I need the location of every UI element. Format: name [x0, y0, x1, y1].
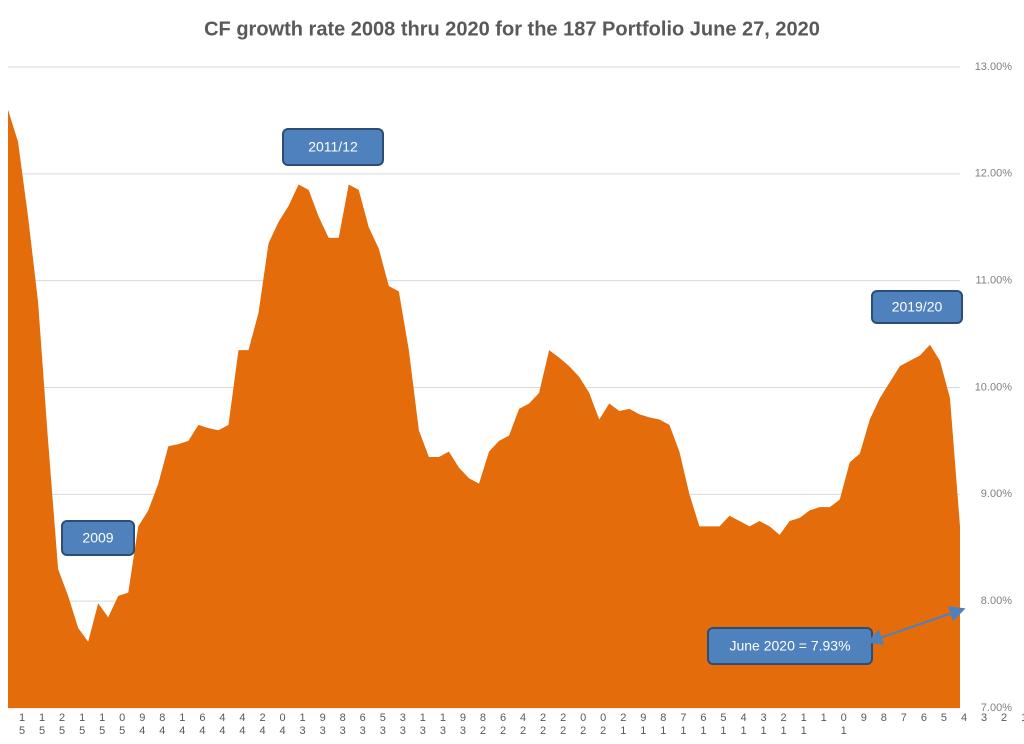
- x-tick-label: 5: [941, 712, 947, 724]
- callout-label: 2011/12: [308, 139, 358, 155]
- chart-title: CF growth rate 2008 thru 2020 for the 18…: [204, 18, 820, 40]
- x-tick-label: 7: [901, 712, 907, 724]
- x-tick-label: 1: [1021, 712, 1024, 724]
- callout-label: 2019/20: [892, 299, 943, 315]
- callout-arrow: [866, 606, 966, 645]
- x-tick-label: 4: [961, 712, 967, 724]
- y-tick-label: 12.00%: [975, 168, 1013, 180]
- y-tick-label: 7.00%: [981, 702, 1012, 714]
- callout-label: 2009: [82, 530, 113, 546]
- callout-box: [871, 290, 963, 324]
- callout-label: June 2020 = 7.93%: [729, 638, 850, 654]
- x-tick-label: 8: [881, 712, 887, 724]
- callout-box: [282, 128, 384, 166]
- y-tick-label: 10.00%: [975, 381, 1013, 393]
- y-tick-label: 9.00%: [981, 488, 1012, 500]
- y-tick-label: 13.00%: [975, 61, 1013, 73]
- y-tick-label: 11.00%: [976, 275, 1013, 287]
- x-tick-label: 9: [861, 712, 867, 724]
- callout-box: [707, 627, 873, 665]
- x-tick-label: 6: [921, 712, 927, 724]
- y-tick-label: 8.00%: [981, 595, 1012, 607]
- callout-box: [61, 520, 135, 556]
- x-tick-label: 2: [1001, 712, 1007, 724]
- x-tick-label: 3: [981, 712, 987, 724]
- x-tick-label: 1: [821, 712, 827, 724]
- area: [8, 109, 960, 708]
